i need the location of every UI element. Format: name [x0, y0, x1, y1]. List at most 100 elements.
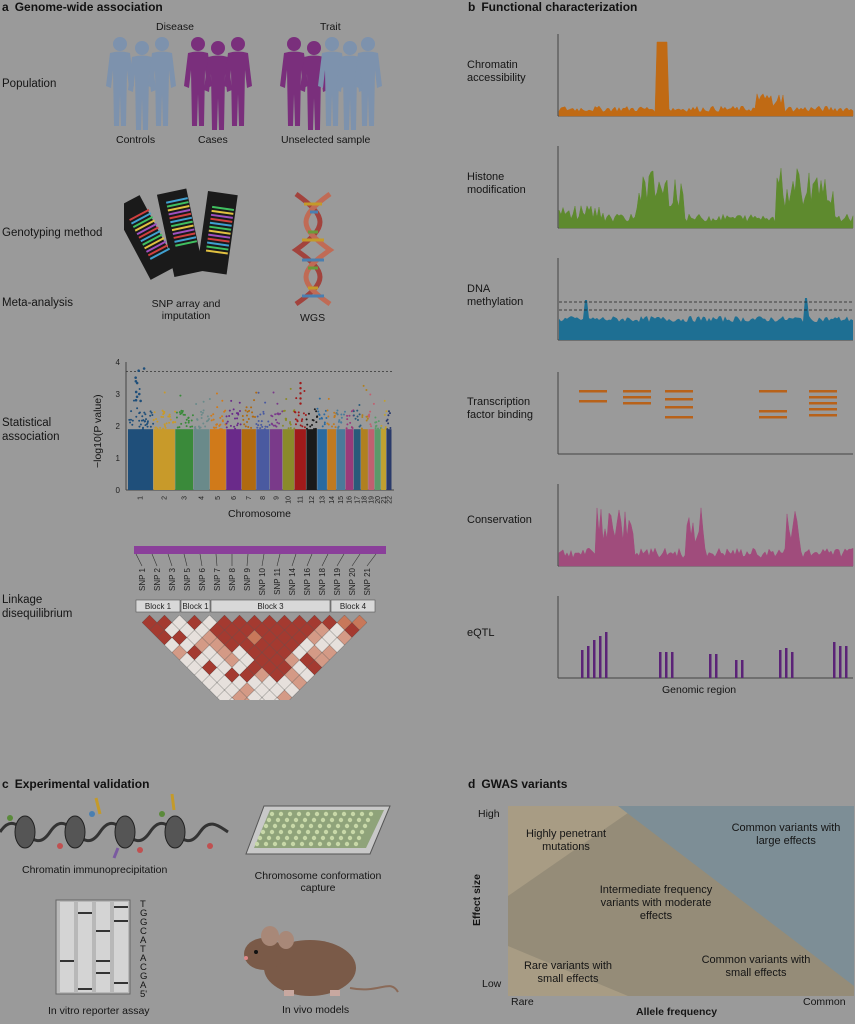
y-tick-high: High: [478, 808, 500, 820]
label-in-vivo: In vivo models: [282, 1004, 350, 1016]
panel-b-letter: b: [468, 0, 476, 14]
track-0: [557, 34, 854, 117]
svg-text:2: 2: [116, 422, 121, 431]
snp-label: SNP 18: [318, 567, 327, 595]
snp-label: SNP 16: [303, 567, 312, 595]
chromosome-2: [152, 391, 177, 490]
sequence-letter: C: [140, 962, 147, 973]
chromosome-tick: 22: [386, 496, 393, 504]
track-2: [557, 258, 853, 341]
chromosome-3: [175, 394, 194, 490]
chromosome-tick: 12: [309, 496, 316, 504]
track-label-methylation: DNA methylation: [467, 283, 524, 308]
panel-d-title: d GWAS variants: [468, 777, 567, 791]
chromosome-13: [316, 397, 328, 490]
label-3c: Chromosome conformation capture: [254, 870, 382, 894]
group-label-cases: Cases: [198, 134, 228, 146]
ld-block-label: Block 1: [145, 602, 172, 611]
track-4: [557, 484, 854, 567]
dna-helix-icon: [291, 192, 335, 307]
panel-d-title-text: GWAS variants: [481, 777, 568, 791]
track-label-chromatin: Chromatin accessibility: [467, 59, 526, 84]
sequence-letters: T G G C A T A C G A 5': [140, 900, 150, 1000]
panel-a-letter: a: [2, 0, 9, 14]
chromosome-tick: 15: [338, 496, 345, 504]
chromosome-5: [209, 392, 227, 490]
snp-label: SNP 10: [258, 567, 267, 595]
chromosome-tick: 18: [362, 496, 369, 504]
chromosome-tick: 16: [347, 496, 354, 504]
sequence-letter: A: [140, 980, 147, 991]
track-label-conservation: Conservation: [467, 514, 532, 526]
gwas-region-top-left: [508, 806, 638, 896]
genotyping-label-snp: SNP array and imputation: [151, 298, 221, 322]
x-tick-common: Common: [803, 996, 846, 1008]
track-label-tf: Transcription factor binding: [467, 396, 534, 421]
row-label-population: Population: [2, 78, 57, 90]
chromosome-14: [326, 397, 338, 490]
track-3: [557, 372, 853, 455]
manhattan-x-label: Chromosome: [228, 508, 292, 520]
panel-b-title-text: Functional characterization: [481, 0, 638, 14]
chromosome-tick: 11: [298, 496, 305, 503]
chromosome-9: [270, 391, 284, 490]
row-label-meta: Meta-analysis: [2, 297, 73, 309]
chromosome-tick: 20: [375, 496, 382, 504]
chromosome-tick: 3: [181, 496, 188, 500]
snp-label: SNP 21: [363, 567, 372, 595]
row-label-genotyping: Genotyping method: [2, 227, 103, 239]
track-label-eqtl: eQTL: [467, 627, 495, 639]
sequence-letter: G: [140, 908, 148, 919]
manhattan-y-label: −log10(P value): [92, 394, 104, 468]
sequence-letter: T: [140, 944, 146, 955]
chromosome-19: [367, 393, 375, 490]
chromosome-tick: 13: [319, 496, 326, 504]
row-label-linkage: Linkage disequilibrium: [2, 594, 73, 620]
snp-label: SNP 20: [348, 567, 357, 595]
ld-plot: SNP 1 SNP 2 SNP 3 SNP 5 SNP 6 SNP 7 SNP 8 SNP 9…: [134, 546, 386, 700]
chromosome-tick: 21: [381, 496, 388, 504]
chromosome-tick: 8: [260, 496, 267, 500]
snp-label: SNP 2: [153, 567, 162, 591]
chip-illustration: [0, 793, 229, 859]
chromosome-12: [305, 408, 319, 490]
ld-block-label: Block 1: [182, 602, 209, 611]
allele-frequency-label: Allele frequency: [636, 1006, 718, 1018]
effect-size-label: Effect size: [471, 874, 483, 926]
sequence-letter: G: [140, 971, 148, 982]
unselected-figures: [280, 37, 382, 130]
panel-c-letter: c: [2, 777, 9, 791]
snp-label: SNP 3: [168, 567, 177, 591]
snp-label: SNP 6: [198, 567, 207, 591]
sequence-letter: A: [140, 935, 147, 946]
gwas-region-top-right: [618, 806, 854, 986]
svg-text:4: 4: [116, 358, 121, 367]
chromosome-tick: 4: [199, 496, 206, 500]
genotyping-label-wgs: WGS: [300, 312, 326, 324]
chromosome-tick: 9: [273, 496, 280, 500]
label-chip: Chromatin immunoprecipitation: [22, 864, 168, 876]
chromosome-7: [241, 391, 258, 490]
chromosome-tick: 6: [231, 496, 238, 500]
snp-label: SNP 8: [228, 567, 237, 591]
chromosome-4: [193, 398, 211, 490]
chromosome-tick: 19: [369, 496, 376, 504]
panel-b-title: b Functional characterization: [468, 0, 637, 14]
snp-label: SNP 19: [333, 567, 342, 595]
snp-label: SNP 7: [213, 567, 222, 591]
panel-a-title: a Genome-wide association: [2, 0, 163, 14]
3c-plate-illustration: [245, 805, 391, 855]
chromosome-11: [293, 381, 307, 490]
chromosome-tick: 7: [246, 496, 253, 500]
sequence-letter: A: [140, 953, 147, 964]
chromosome-tick: 2: [161, 496, 168, 500]
label-reporter: In vitro reporter assay: [48, 1005, 150, 1017]
panel-d-letter: d: [468, 777, 476, 791]
svg-text:3: 3: [116, 390, 121, 399]
trait-header: Trait: [320, 21, 341, 33]
sequence-letter: C: [140, 926, 147, 937]
population-figures: [106, 37, 382, 130]
snp-label: SNP 9: [243, 567, 252, 591]
panel-c-title: c Experimental validation: [2, 777, 149, 791]
